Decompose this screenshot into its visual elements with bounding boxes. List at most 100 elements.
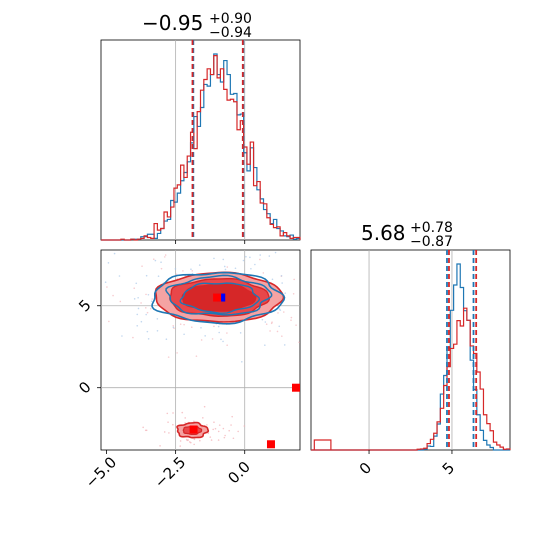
scatter-point bbox=[140, 302, 142, 304]
scatter-point bbox=[206, 424, 208, 426]
scatter-point bbox=[107, 262, 110, 264]
scatter-point bbox=[223, 265, 226, 268]
scatter-point bbox=[106, 286, 108, 288]
scatter-point bbox=[189, 441, 192, 444]
scatter-point bbox=[241, 360, 243, 363]
scatter-point bbox=[280, 274, 283, 277]
scatter-point bbox=[290, 319, 292, 321]
scatter-point bbox=[176, 277, 179, 280]
marker-square-3 bbox=[266, 440, 275, 449]
scatter-point bbox=[113, 252, 116, 255]
scatter-point bbox=[271, 278, 274, 281]
scatter-point bbox=[183, 333, 185, 336]
contour-blue-inner bbox=[179, 282, 261, 314]
scatter-point bbox=[136, 324, 139, 327]
scatter-point bbox=[203, 405, 206, 408]
histogram-y-tick-label-1: 5 bbox=[439, 459, 458, 478]
scatter-point bbox=[141, 265, 143, 267]
scatter-point bbox=[164, 254, 167, 256]
scatter-point bbox=[166, 412, 169, 415]
scatter-point bbox=[254, 263, 256, 266]
scatter-point bbox=[199, 439, 201, 442]
scatter-point bbox=[213, 421, 215, 424]
histogram-y-title-minus: −0.87 bbox=[410, 234, 453, 250]
scatter-point bbox=[277, 312, 279, 314]
histogram-x-gridlines bbox=[175, 40, 246, 240]
scatter-point bbox=[295, 324, 297, 326]
scatter-point bbox=[281, 335, 283, 337]
scatter-point bbox=[276, 330, 279, 333]
scatter-point bbox=[184, 422, 186, 424]
scatter-point bbox=[230, 424, 232, 426]
scatter-point bbox=[146, 311, 149, 314]
contour-x-tick-label-0: −5.0 bbox=[82, 453, 120, 491]
histogram-x-panel: −0.95 +0.90 −0.94 bbox=[100, 11, 301, 244]
scatter-point bbox=[145, 293, 147, 296]
scatter-point bbox=[222, 258, 225, 261]
scatter-point bbox=[218, 424, 221, 426]
scatter-point bbox=[150, 300, 153, 303]
marker-square-0 bbox=[217, 293, 226, 302]
scatter-point bbox=[237, 430, 239, 433]
scatter-point bbox=[132, 336, 134, 339]
scatter-point bbox=[245, 255, 247, 258]
scatter-point bbox=[213, 257, 215, 260]
scatter-point bbox=[284, 292, 287, 294]
scatter-point bbox=[108, 320, 110, 323]
scatter-point bbox=[174, 268, 177, 270]
scatter-point bbox=[282, 311, 285, 313]
scatter-point bbox=[264, 321, 267, 323]
scatter-point bbox=[183, 323, 185, 326]
scatter-point bbox=[137, 307, 140, 310]
scatter-point bbox=[278, 325, 281, 328]
scatter-point bbox=[191, 270, 194, 272]
scatter-point bbox=[226, 344, 228, 347]
scatter-point bbox=[269, 330, 271, 332]
scatter-point bbox=[172, 423, 174, 426]
scatter-point bbox=[274, 251, 277, 254]
scatter-point bbox=[228, 429, 231, 432]
scatter-point bbox=[268, 255, 271, 257]
histogram-x-title-minus: −0.94 bbox=[209, 25, 252, 41]
histogram-y-series bbox=[311, 263, 511, 451]
scatter-point bbox=[145, 313, 147, 316]
scatter-point bbox=[145, 274, 148, 277]
scatter-point bbox=[136, 313, 139, 316]
scatter-point bbox=[112, 294, 114, 297]
scatter-point bbox=[271, 321, 273, 323]
scatter-point bbox=[198, 264, 201, 266]
scatter-point bbox=[209, 436, 212, 438]
scatter-point bbox=[207, 432, 210, 435]
scatter-point bbox=[193, 443, 195, 446]
scatter-point bbox=[293, 278, 295, 281]
scatter-point bbox=[193, 420, 195, 423]
scatter-point bbox=[259, 258, 261, 261]
scatter-point bbox=[160, 261, 162, 264]
histogram-x-tick-marks bbox=[175, 240, 246, 244]
marker-square-2 bbox=[189, 425, 198, 434]
marker-square-1 bbox=[213, 293, 222, 302]
scatter-point bbox=[249, 256, 251, 259]
marker-square-4 bbox=[292, 383, 300, 392]
scatter-point bbox=[179, 323, 182, 326]
scatter-point bbox=[156, 329, 159, 332]
scatter-point bbox=[104, 281, 107, 284]
scatter-point bbox=[290, 316, 293, 319]
histogram-y-tick-label-0: 0 bbox=[356, 459, 375, 478]
scatter-point bbox=[184, 417, 187, 419]
scatter-point bbox=[156, 318, 159, 320]
scatter-point bbox=[211, 338, 214, 340]
scatter-point bbox=[279, 309, 282, 311]
scatter-point bbox=[179, 445, 182, 447]
scatter-point bbox=[147, 338, 150, 340]
scatter-point bbox=[223, 436, 226, 439]
scatter-point bbox=[186, 439, 189, 442]
scatter-point bbox=[118, 275, 121, 277]
scatter-point bbox=[147, 293, 150, 296]
histogram-y-title-value: 5.68 bbox=[361, 221, 406, 245]
contour-markers bbox=[189, 293, 300, 449]
scatter-point bbox=[181, 411, 184, 414]
